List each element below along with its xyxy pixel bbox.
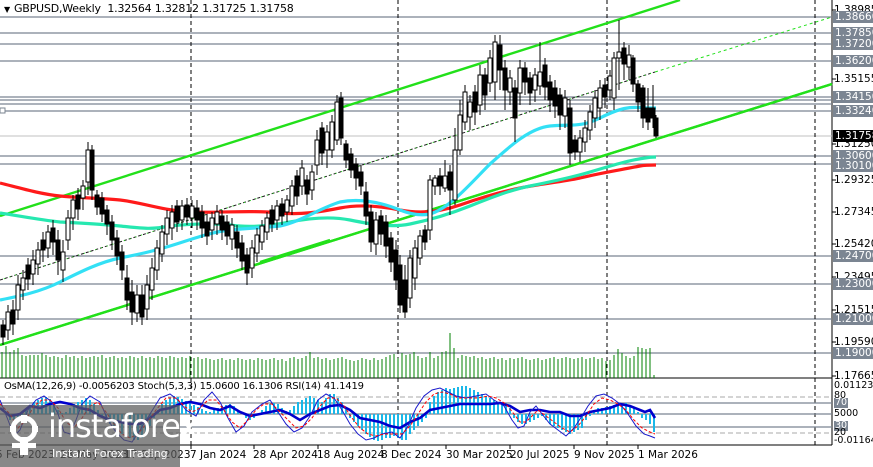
- price-tick: 1.25420: [834, 238, 873, 250]
- level-label[interactable]: 1.36200: [833, 55, 873, 67]
- date-label: 28 Apr 2024: [253, 449, 318, 461]
- price-tick: 1.19590: [834, 336, 873, 348]
- date-label: 8 Dec 2024: [381, 449, 442, 461]
- level-label[interactable]: 1.21000: [833, 313, 873, 325]
- level-label[interactable]: 1.38660: [833, 11, 873, 23]
- osc-level-20: 20: [834, 427, 847, 438]
- time-ticks: [190, 445, 639, 449]
- stoch-main-line: [0, 387, 656, 443]
- chart-title: ▼ GBPUSD,Weekly 1.32564 1.32812 1.31725 1…: [4, 2, 294, 15]
- price-tick: 1.17665: [834, 370, 873, 382]
- level-label[interactable]: 1.37200: [833, 38, 873, 50]
- osc-level-80: 80: [834, 390, 847, 401]
- brand-tagline: Instant Forex Trading: [52, 447, 168, 460]
- level-label[interactable]: 1.24700: [833, 250, 873, 262]
- date-label: 18 Aug 2024: [317, 449, 385, 461]
- ema200-line: [0, 163, 657, 216]
- date-label: 1 Mar 2026: [638, 449, 698, 461]
- level-label[interactable]: 1.30600: [833, 150, 873, 162]
- current-price-label: 1.31758: [833, 130, 873, 142]
- price-tick: 1.35155: [834, 73, 873, 85]
- date-label: 20 Jul 2025: [510, 449, 570, 461]
- stoch-signal-line: [0, 391, 656, 439]
- date-label: 7 Jan 2024: [190, 449, 247, 461]
- level-label[interactable]: 1.23000: [833, 278, 873, 290]
- osc-axis-top: 0.011234: [834, 380, 873, 391]
- instaforex-logo-icon: [10, 415, 38, 455]
- candlesticks: [0, 20, 659, 345]
- brand-name: instaforex: [48, 407, 198, 445]
- level-label[interactable]: 1.33240: [833, 105, 873, 117]
- level-label[interactable]: 1.37850: [833, 27, 873, 39]
- triangle-down-icon[interactable]: ▼: [4, 5, 10, 14]
- level-label[interactable]: 1.34150: [833, 91, 873, 103]
- level-handle: [0, 107, 6, 114]
- level-label[interactable]: 1.30100: [833, 160, 873, 172]
- ohlc-values: 1.32564 1.32812 1.31725 1.31758: [107, 2, 294, 15]
- osc-level-30: 30: [834, 420, 849, 431]
- channel-mid-extension: [654, 16, 833, 73]
- volume-bars: [1, 333, 655, 378]
- price-tick: 1.27345: [834, 206, 873, 218]
- ema144-line: [0, 155, 657, 230]
- price-ticks: [832, 9, 836, 377]
- osc-level-70: 70: [834, 397, 849, 408]
- date-label: 9 Nov 2025: [574, 449, 635, 461]
- instaforex-watermark: instaforex Instant Forex Trading: [0, 405, 198, 467]
- channel-mid-line: [0, 71, 656, 281]
- osc-axis-bottom: -0.011644: [834, 435, 873, 446]
- main-plot-area[interactable]: [0, 0, 832, 378]
- symbol-timeframe: GBPUSD,Weekly: [13, 2, 101, 15]
- price-tick: 1.29325: [834, 174, 873, 186]
- oscillator-title: OsMA(12,26,9) -0.0056203 Stoch(5,3,3) 15…: [4, 381, 364, 392]
- date-label: 30 Mar 2025: [446, 449, 513, 461]
- osc-level-50: 5000: [834, 408, 859, 419]
